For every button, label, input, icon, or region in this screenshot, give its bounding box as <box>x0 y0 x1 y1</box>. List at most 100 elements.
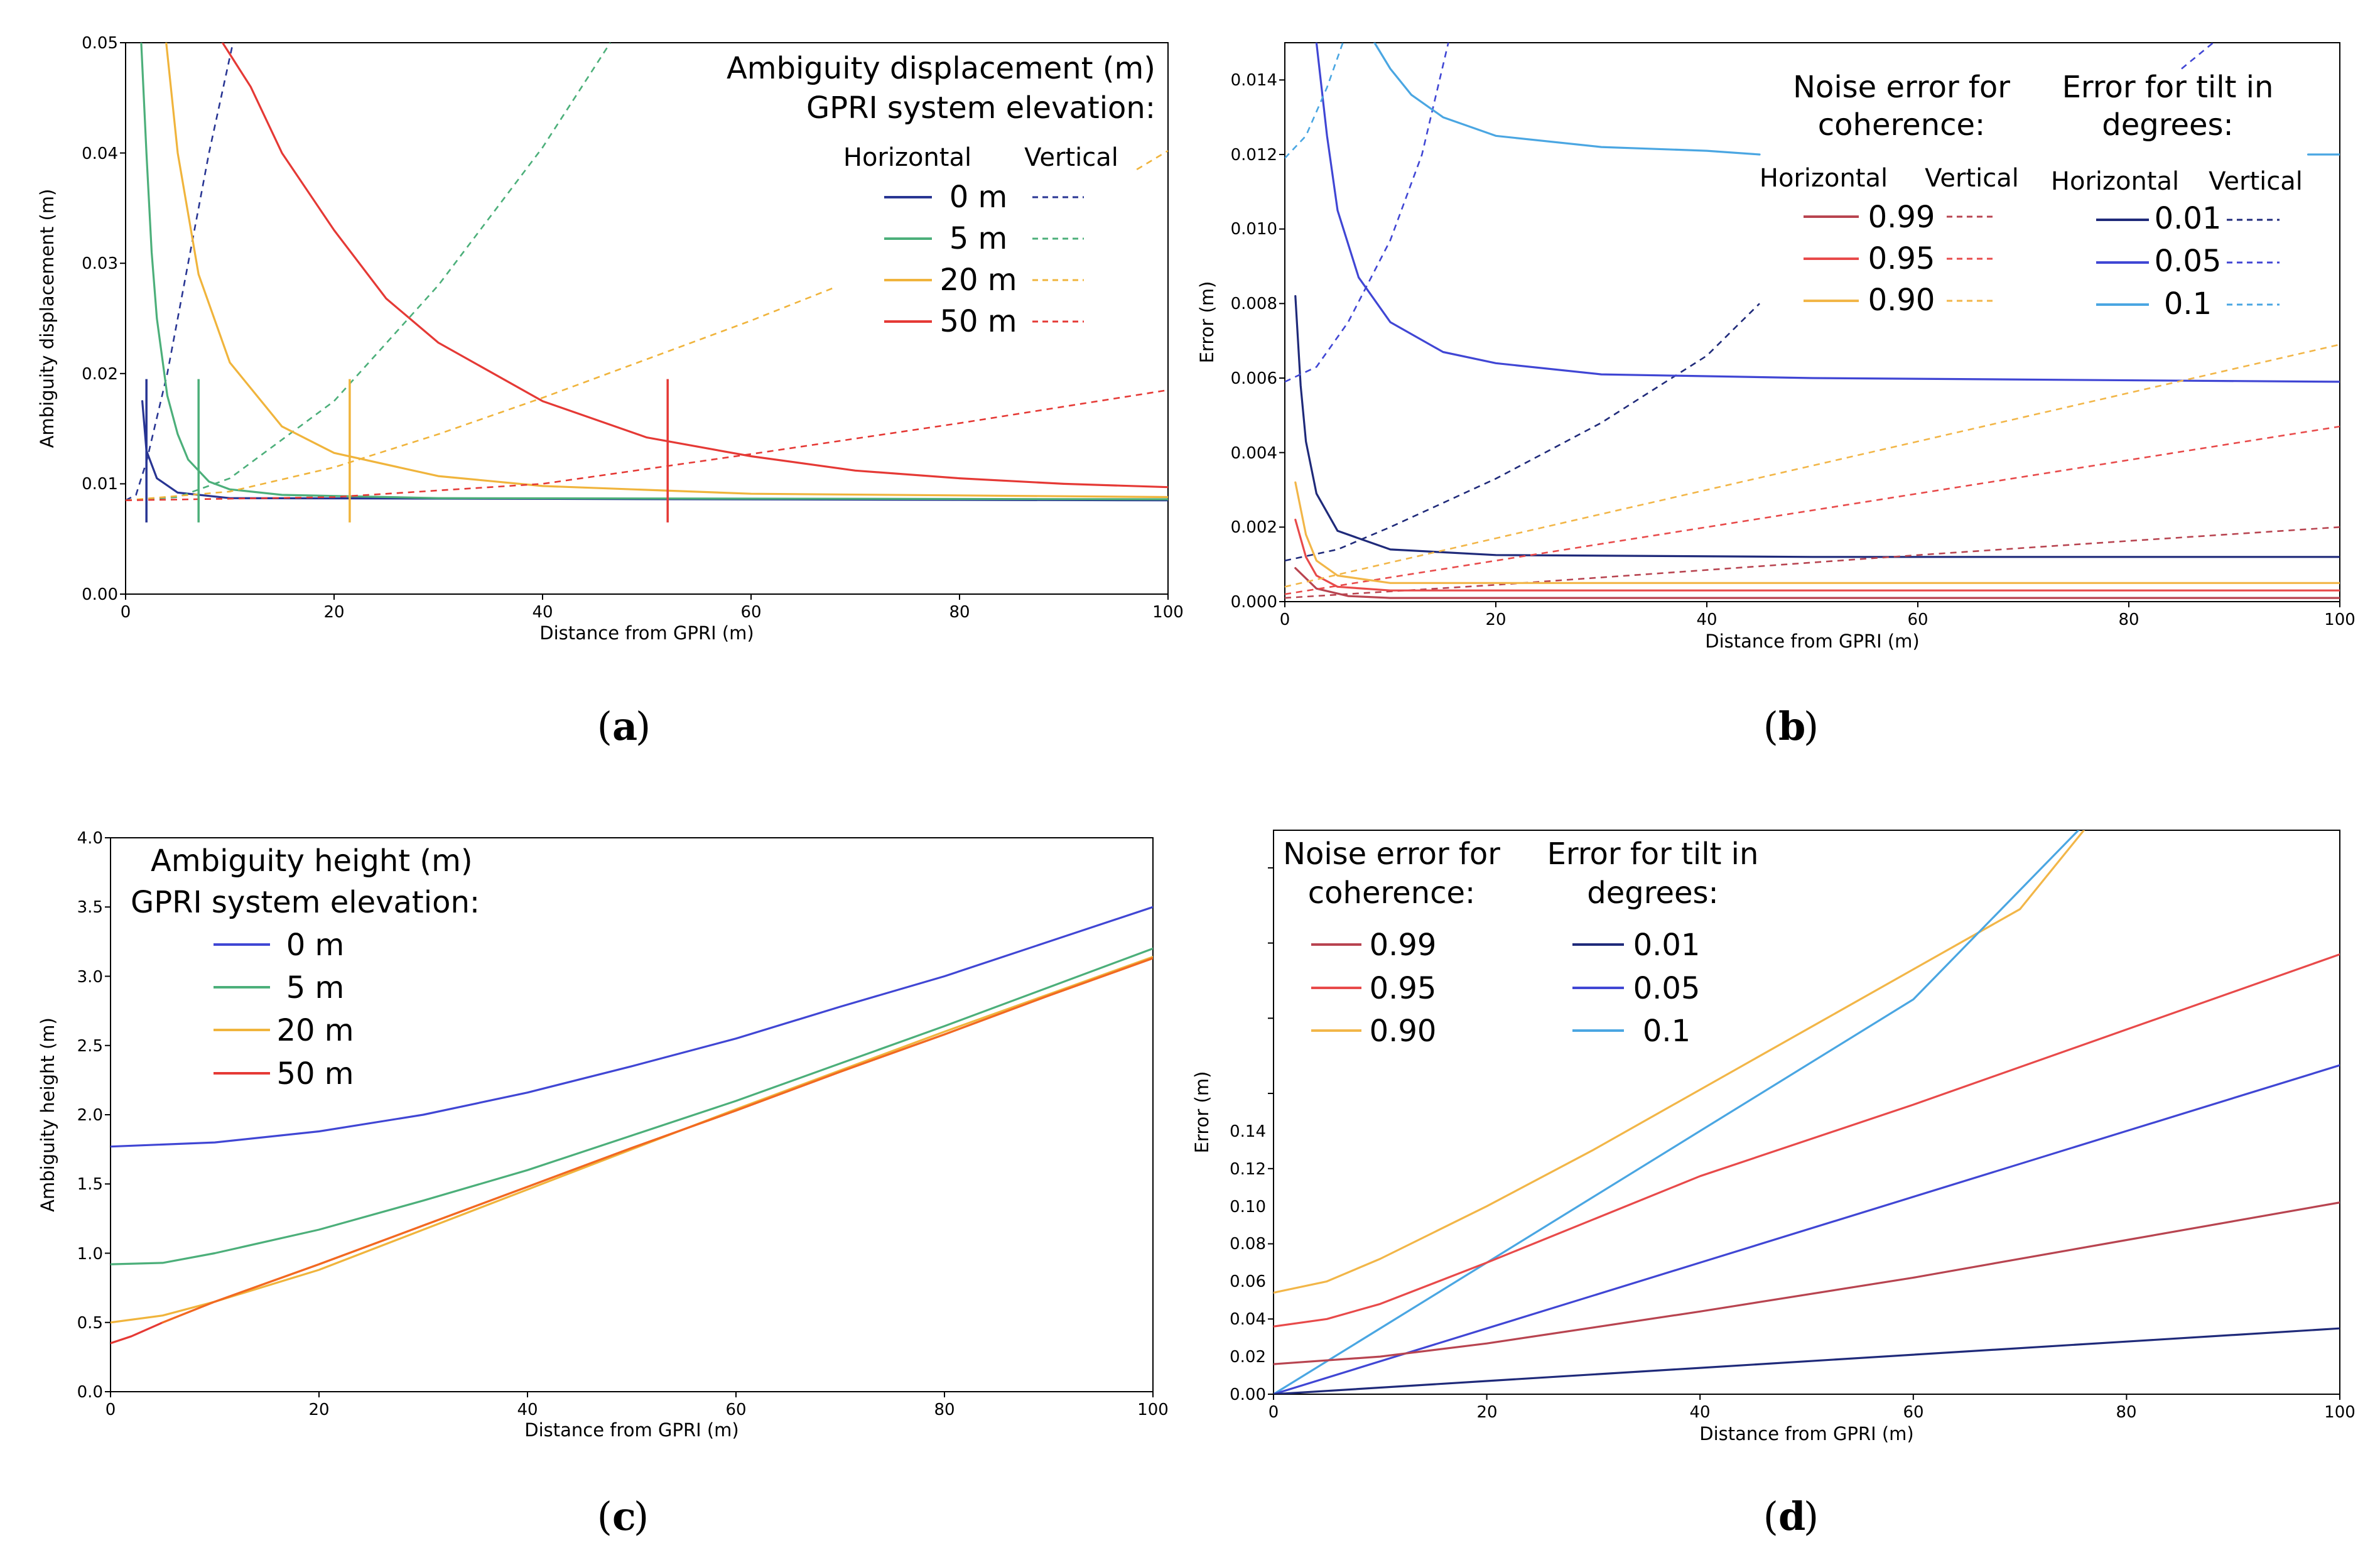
x-tick: 100 <box>1152 603 1184 622</box>
legend-label-5m: 5 m <box>949 221 1008 256</box>
series-group <box>1285 43 2340 599</box>
legend-title-line1: Ambiguity displacement (m) <box>727 51 1155 86</box>
series-group <box>111 906 1153 1345</box>
legend-c-lines <box>214 943 270 1075</box>
y-ticks-a: 0.00 0.01 0.02 0.03 0.04 0.05 <box>82 34 118 604</box>
y-tick: 0.010 <box>1231 220 1277 239</box>
series-group <box>1274 830 2340 1394</box>
y-tick: 0.06 <box>1230 1272 1266 1291</box>
y-ticks-b: 0.000 0.002 0.004 0.006 0.008 0.010 0.01… <box>1231 71 1277 612</box>
series-line-tilt-0-01 <box>1274 1327 2340 1394</box>
legend-a-lines <box>884 196 1084 323</box>
x-axis-title-b: Distance from GPRI (m) <box>1705 631 1920 652</box>
svg-text:): ) <box>634 1493 649 1539</box>
plot-area-c <box>110 837 1154 1392</box>
legend-header-horizontal: Horizontal <box>843 143 971 172</box>
y-axis-title-d: Error (m) <box>1191 1071 1213 1154</box>
series-line-tilt-0-05 <box>1274 1064 2340 1394</box>
legend-header-vertical: Vertical <box>2209 167 2303 196</box>
legend-title-line2: GPRI system elevation: <box>806 90 1155 126</box>
series-line-coh-0-99 <box>1274 1201 2340 1365</box>
legend-label-5m: 5 m <box>286 970 345 1005</box>
series-line-20-m <box>111 956 1153 1324</box>
y-tick: 0.01 <box>82 475 118 494</box>
y-tick: 0.002 <box>1231 518 1277 537</box>
y-tick: 0.000 <box>1231 593 1277 612</box>
x-tick: 0 <box>105 1400 116 1419</box>
x-axis-title-d: Distance from GPRI (m) <box>1699 1423 1914 1444</box>
y-tick: 0.10 <box>1230 1198 1266 1216</box>
x-tick: 60 <box>725 1400 746 1419</box>
series-line-tilt-0-1 <box>1274 830 2080 1394</box>
legend-label-0-99: 0.99 <box>1370 928 1437 963</box>
x-axis-title-c: Distance from GPRI (m) <box>524 1419 739 1441</box>
series-line-50-m-vertical <box>126 389 1168 501</box>
y-tick: 0.0 <box>77 1383 103 1402</box>
legend-label-0m: 0 m <box>949 180 1008 215</box>
panel-label-c: c <box>612 1493 636 1539</box>
legend-b: Noise error for coherence: Error for til… <box>1760 70 2303 322</box>
series-line-coh-0-95 <box>1274 953 2340 1328</box>
x-tick: 80 <box>949 603 970 622</box>
x-tick: 60 <box>1903 1403 1923 1422</box>
x-ticks-b: 0 20 40 60 80 100 <box>1280 610 2356 629</box>
y-tick: 2.0 <box>77 1106 103 1125</box>
panel-label-b: b <box>1778 703 1805 749</box>
legend-tilt-title-line1: Error for tilt in <box>1547 837 1759 872</box>
x-tick: 40 <box>1689 1403 1710 1422</box>
series-line-coh-0-95-vertical <box>1285 425 2340 595</box>
legend-label-0-01: 0.01 <box>1633 928 1701 963</box>
y-tick: 0.5 <box>77 1314 103 1333</box>
series-line-5-m-horizontal <box>140 43 1168 501</box>
x-tick: 0 <box>1280 610 1290 629</box>
y-tick: 3.5 <box>77 898 103 917</box>
series-line-coh-0-95-horizontal <box>1294 518 2340 592</box>
y-axis-title-b: Error (m) <box>1196 281 1218 364</box>
legend-label-20m: 20 m <box>276 1013 354 1048</box>
plot-area-d <box>1273 830 2340 1395</box>
plot-area-b <box>1284 42 2340 602</box>
legend-label-0m: 0 m <box>286 928 345 963</box>
series-line-coh-0-90 <box>1274 830 2085 1294</box>
y-tick: 0.014 <box>1231 71 1277 90</box>
x-tick: 0 <box>1268 1403 1279 1422</box>
legend-label-20m: 20 m <box>939 263 1017 298</box>
x-tick: 40 <box>1696 610 1717 629</box>
legend-label-0-90: 0.90 <box>1868 283 1935 318</box>
y-tick: 4.0 <box>77 829 103 848</box>
legend-a: Ambiguity displacement (m) GPRI system e… <box>727 51 1155 339</box>
legend-d: Noise error for coherence: Error for til… <box>1283 837 1758 1049</box>
y-tick: 0.08 <box>1230 1235 1266 1254</box>
y-tick: 1.5 <box>77 1175 103 1194</box>
plot-c <box>105 837 1154 1397</box>
svg-text:(: ( <box>1763 703 1778 749</box>
x-tick: 100 <box>2324 1403 2356 1422</box>
series-line-tilt-0-01-vertical <box>1285 303 1760 561</box>
legend-label-0-95: 0.95 <box>1370 971 1437 1006</box>
series-line-20-m-vertical <box>126 286 835 501</box>
x-ticks-c: 0 20 40 60 80 100 <box>105 1400 1169 1419</box>
plot-d <box>1268 830 2340 1400</box>
y-ticks-d: 0.00 0.02 0.04 0.06 0.08 0.10 0.12 0.14 <box>1230 1122 1266 1404</box>
legend-title-line1: Ambiguity height (m) <box>151 843 473 879</box>
plot-area-a <box>125 42 1169 595</box>
legend-header-horizontal: Horizontal <box>1760 164 1888 193</box>
x-tick: 80 <box>2116 1403 2136 1422</box>
legend-header-horizontal: Horizontal <box>2051 167 2179 196</box>
y-tick: 0.04 <box>1230 1310 1266 1329</box>
y-ticks-c: 0.0 0.5 1.0 1.5 2.0 2.5 3.0 3.5 4.0 <box>77 829 103 1402</box>
y-axis-title-a: Ambiguity displacement (m) <box>36 189 58 448</box>
x-tick: 20 <box>308 1400 329 1419</box>
panel-d: 0 20 40 60 80 100 0.00 0.02 0.04 0.06 0.… <box>1191 830 2356 1539</box>
legend-label-0-01: 0.01 <box>2155 201 2222 236</box>
series-line-tilt-0-1-vertical <box>1285 43 1344 159</box>
y-axis-title-c: Ambiguity height (m) <box>37 1017 58 1212</box>
x-ticks-a: 0 20 40 60 80 100 <box>121 603 1184 622</box>
x-tick: 20 <box>323 603 344 622</box>
legend-label-50m: 50 m <box>276 1056 354 1091</box>
legend-d-lines <box>1311 943 1624 1032</box>
panel-caption-d: ( d ) <box>1763 1493 1819 1539</box>
x-tick: 40 <box>517 1400 538 1419</box>
legend-label-50m: 50 m <box>939 304 1017 339</box>
